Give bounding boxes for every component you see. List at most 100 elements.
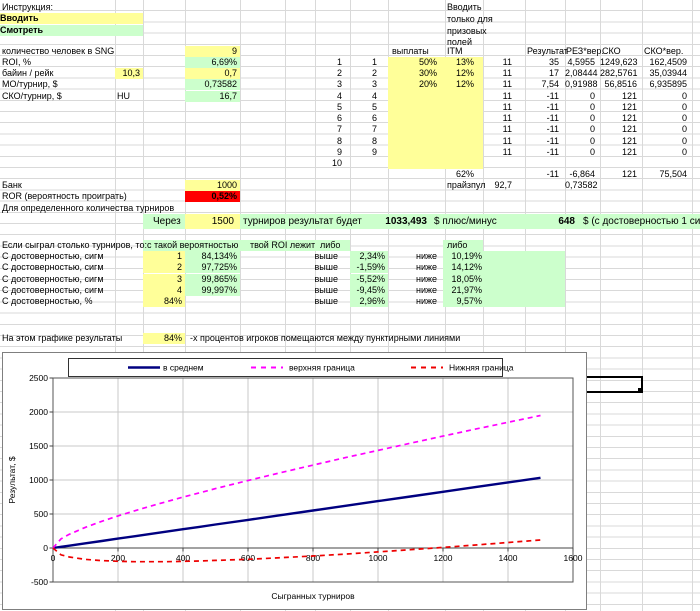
cell[interactable]: 11 [502, 147, 512, 157]
cell[interactable]: ниже [415, 285, 437, 295]
output-ev[interactable]: 0,73582 [185, 79, 240, 90]
cell[interactable]: -11 [546, 136, 559, 146]
note-line[interactable]: Вводить [447, 2, 482, 12]
cell[interactable]: 0 [589, 136, 595, 146]
cell[interactable]: либо [447, 240, 468, 250]
label-hu[interactable]: HU [117, 91, 130, 101]
cell[interactable]: 121 [621, 136, 637, 146]
cell[interactable]: 11 [502, 57, 512, 67]
cell[interactable]: 1 [336, 57, 342, 67]
input-bankroll[interactable]: 1000 [185, 180, 240, 191]
cell[interactable]: 99,865% [185, 274, 240, 285]
cell[interactable] [443, 240, 483, 251]
header-itm[interactable]: ITM [447, 46, 463, 56]
cell[interactable]: 35,03944 [649, 68, 687, 78]
note-line[interactable]: только для [447, 14, 493, 24]
input-rake[interactable]: 0,7 [185, 68, 240, 79]
label-ev[interactable]: МО/турнир, $ [2, 79, 58, 89]
cell[interactable]: 7 [371, 124, 377, 134]
cell[interactable] [240, 240, 315, 251]
cell[interactable]: 6 [371, 113, 377, 123]
cell[interactable]: 4 [371, 91, 377, 101]
cell[interactable]: 6,935895 [649, 79, 687, 89]
cell[interactable]: -11 [546, 169, 559, 179]
cell[interactable]: 0 [589, 91, 595, 101]
cell[interactable]: 4 [336, 91, 342, 101]
cell[interactable]: 121 [621, 102, 637, 112]
cell[interactable]: ниже [415, 296, 437, 306]
output-ror[interactable]: 0,52% [185, 191, 240, 202]
cell[interactable]: 11 [502, 79, 512, 89]
cell[interactable]: 0 [589, 113, 595, 123]
cell[interactable]: 2 [143, 262, 185, 273]
cell[interactable]: С достоверностью, сигм [2, 274, 104, 284]
cell[interactable]: 3 [371, 79, 377, 89]
cell[interactable]: -5,52% [350, 274, 388, 285]
header-sko-prob[interactable]: СКО*вер. [644, 46, 684, 56]
cell[interactable]: 0 [681, 136, 687, 146]
header-sko[interactable]: СКО [602, 46, 621, 56]
cell[interactable]: -11 [546, 113, 559, 123]
label-players[interactable]: количество человек в SNG [2, 46, 115, 56]
header-payouts[interactable]: выплаты [392, 46, 429, 56]
input-tourneys[interactable]: 1500 [211, 216, 234, 227]
result-row-bg[interactable] [143, 214, 700, 229]
cell[interactable]: 1 [371, 57, 377, 67]
total-itm[interactable]: 62% [455, 169, 474, 179]
output-result[interactable]: 1033,493 [385, 216, 427, 227]
cell[interactable]: 18,05% [451, 274, 482, 284]
cell[interactable]: 3 [143, 274, 185, 285]
cell[interactable]: 75,504 [659, 169, 687, 179]
cell[interactable]: 0 [589, 147, 595, 157]
cell[interactable]: -11 [546, 124, 559, 134]
cell[interactable]: 9,57% [456, 296, 482, 306]
output-plusminus[interactable]: 648 [558, 216, 575, 227]
cell[interactable]: 4,5955 [567, 57, 595, 67]
cell[interactable]: -11 [546, 91, 559, 101]
cell[interactable]: 5 [371, 102, 377, 112]
input-players[interactable]: 9 [185, 46, 240, 57]
cell[interactable]: 5 [336, 102, 342, 112]
cell[interactable]: С достоверностью, % [2, 296, 93, 306]
cell[interactable]: 8 [371, 136, 377, 146]
label-stdev[interactable]: СКО/турнир, $ [2, 91, 62, 101]
label-roi[interactable]: ROI, % [2, 57, 32, 67]
input-buyin[interactable]: 10,3 [115, 68, 143, 79]
cell[interactable]: 0 [681, 102, 687, 112]
cell[interactable]: 84,134% [185, 251, 240, 262]
cell[interactable]: 50% [418, 57, 437, 67]
label-prizepool[interactable]: прайзпул [447, 180, 486, 190]
cell[interactable]: ниже [415, 274, 437, 284]
cell[interactable]: -9,45% [350, 285, 388, 296]
input-graph-pct[interactable]: 84% [143, 333, 185, 344]
cell[interactable]: 97,725% [185, 262, 240, 273]
cell[interactable]: 0,73582 [565, 180, 598, 190]
cell[interactable]: 10,19% [451, 251, 482, 261]
cell[interactable]: 8 [336, 136, 342, 146]
cell[interactable]: 9 [371, 147, 377, 157]
cell[interactable]: 11 [502, 113, 512, 123]
cell[interactable]: турниров результат будет [243, 216, 362, 227]
cell[interactable]: ниже [415, 251, 437, 261]
cell[interactable]: 0 [681, 124, 687, 134]
cell[interactable]: 6 [336, 113, 342, 123]
label-ror[interactable]: ROR (вероятность проиграть) [2, 191, 127, 201]
cell[interactable]: 0 [681, 147, 687, 157]
header-result[interactable]: Результат [527, 46, 568, 56]
note-line[interactable]: призовых [447, 26, 487, 36]
cell[interactable]: 20% [418, 79, 437, 89]
payout-input-block[interactable] [388, 57, 483, 169]
cell[interactable]: Через [153, 216, 181, 227]
cell[interactable]: выше [314, 296, 338, 306]
cell[interactable]: 121 [621, 124, 637, 134]
cell[interactable]: С достоверностью, сигм [2, 262, 104, 272]
cell[interactable]: 1249,623 [600, 57, 638, 67]
cell[interactable]: 9 [336, 147, 342, 157]
cell[interactable]: С достоверностью, сигм [2, 285, 104, 295]
cell[interactable]: -1,59% [350, 262, 388, 273]
cell[interactable]: 99,997% [185, 285, 240, 296]
cell[interactable]: 2,96% [350, 296, 388, 307]
cell[interactable]: 2,08444 [565, 68, 598, 78]
cell[interactable]: -11 [546, 147, 559, 157]
label-instruction[interactable]: Инструкция: [2, 2, 53, 12]
